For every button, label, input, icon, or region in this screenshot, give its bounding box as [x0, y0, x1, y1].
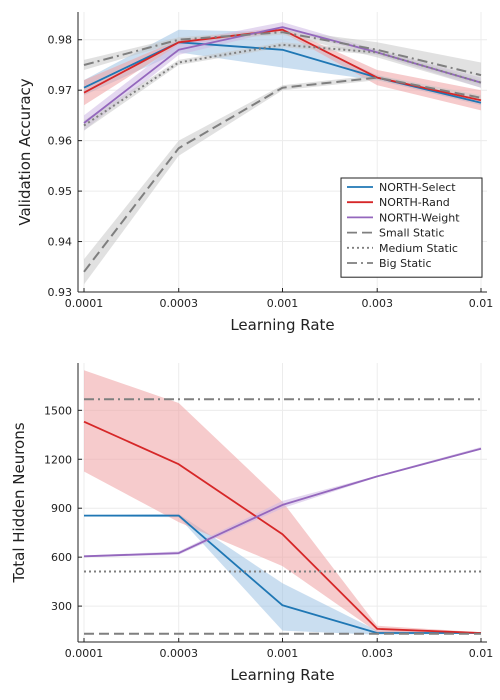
y-tick-label: 300	[51, 600, 72, 613]
y-tick-label: 1500	[44, 404, 72, 417]
y-tick-label: 0.97	[48, 84, 73, 97]
y-tick-label: 1200	[44, 453, 72, 466]
line-big-static	[83, 31, 482, 77]
axes: 0.0001 0.0003 0.001 0.003 0.01 0.93 0.94 0.95 0.…	[48, 12, 494, 310]
accuracy-panel: 0.0001 0.0003 0.001 0.003 0.01 0.93 0.94 0.95 0.…	[16, 12, 493, 334]
x-tick-label: 0.0003	[159, 297, 198, 310]
y-tick-label: 600	[51, 551, 72, 564]
x-tick-label: 0.01	[469, 297, 494, 310]
x-tick-label: 0.001	[267, 297, 299, 310]
band-north-select	[84, 513, 481, 635]
y-axis-title: Validation Accuracy	[16, 78, 34, 225]
y-tick-label: 0.94	[48, 236, 73, 249]
legend-label-north-rand: NORTH-Rand	[379, 196, 450, 209]
y-tick-label: 0.93	[48, 286, 73, 299]
legend: NORTH-Select NORTH-Rand NORTH-Weight Small …	[340, 177, 483, 278]
line-north-rand	[83, 420, 482, 634]
line-north-weight	[83, 447, 482, 558]
band-big-static	[84, 29, 481, 88]
line-small-static	[83, 76, 482, 273]
legend-label-big-static: Big Static	[379, 257, 432, 270]
neurons-panel: 0.0001 0.0003 0.001 0.003 0.01 300 600 900 1200 1…	[10, 363, 493, 684]
x-axis-title: Learning Rate	[230, 316, 334, 334]
legend-label-north-select: NORTH-Select	[379, 181, 456, 194]
legend-label-medium-static: Medium Static	[379, 242, 458, 255]
x-axis-title: Learning Rate	[230, 666, 334, 684]
x-tick-label: 0.003	[361, 297, 393, 310]
x-tick-label: 0.003	[361, 647, 393, 660]
x-tick-label: 0.0001	[65, 647, 104, 660]
axes: 0.0001 0.0003 0.001 0.003 0.01 300 600 900 1200 1…	[44, 363, 493, 660]
y-tick-label: 0.96	[48, 135, 73, 148]
legend-label-north-weight: NORTH-Weight	[379, 211, 460, 224]
x-tick-label: 0.01	[469, 647, 494, 660]
legend-label-small-static: Small Static	[379, 227, 445, 240]
line-medium-static	[83, 43, 482, 127]
y-axis-title: Total Hidden Neurons	[10, 422, 28, 583]
line-north-select	[84, 514, 481, 634]
y-tick-label: 0.98	[48, 34, 73, 47]
y-tick-label: 0.95	[48, 185, 73, 198]
x-tick-label: 0.001	[267, 647, 299, 660]
x-tick-label: 0.0001	[65, 297, 104, 310]
x-tick-label: 0.0003	[159, 647, 198, 660]
series-lines	[83, 398, 482, 635]
series-lines	[83, 26, 482, 273]
legend-box	[340, 177, 483, 278]
y-tick-label: 900	[51, 502, 72, 515]
